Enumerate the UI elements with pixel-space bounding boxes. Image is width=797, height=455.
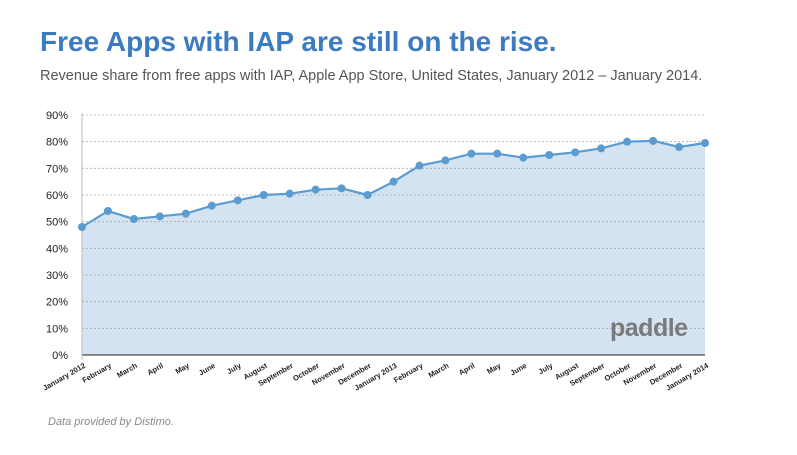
x-tick-label: March [427,361,451,380]
chart-title: Free Apps with IAP are still on the rise… [40,26,557,57]
y-tick-label: 40% [46,243,68,255]
data-point [78,223,86,231]
data-point [441,156,450,165]
x-tick-label: March [115,361,139,380]
data-point [675,143,684,151]
data-point [155,212,164,221]
data-point [233,196,242,205]
data-point [467,149,476,158]
source-note: Data provided by Distimo. [48,416,174,428]
y-tick-label: 60% [46,190,68,202]
data-point [103,207,112,215]
x-tick-label: April [146,361,165,377]
data-point [129,215,138,223]
paddle-logo: paddle [610,314,688,342]
y-tick-label: 10% [46,323,68,335]
chart-subtitle: Revenue share from free apps with IAP, A… [40,68,703,84]
y-tick-label: 20% [46,297,68,309]
data-point [311,185,320,194]
x-tick-label: February [392,361,425,385]
data-point [259,191,268,199]
data-point [285,189,294,198]
data-point [597,144,606,153]
data-point [571,148,580,157]
data-point [363,191,372,199]
data-point [389,177,398,186]
y-tick-label: 0% [52,350,68,362]
data-point [493,149,502,158]
data-point [649,136,658,145]
data-point [207,201,216,210]
y-tick-label: 50% [46,217,68,229]
x-tick-label: May [174,361,192,377]
data-point [415,161,424,170]
x-tick-label: May [485,361,503,377]
y-tick-label: 90% [46,110,68,122]
data-point [181,209,190,218]
data-point [337,184,346,193]
x-tick-label: June [509,361,529,378]
data-point [701,139,709,147]
data-point [545,151,554,159]
x-tick-label: June [197,361,217,378]
data-point [519,153,528,162]
area-fill [82,140,705,355]
y-tick-label: 30% [46,270,68,282]
y-tick-label: 80% [46,137,68,149]
data-point [623,137,632,146]
x-tick-label: February [81,361,114,385]
x-tick-label: April [457,361,476,377]
y-tick-label: 70% [46,163,68,175]
